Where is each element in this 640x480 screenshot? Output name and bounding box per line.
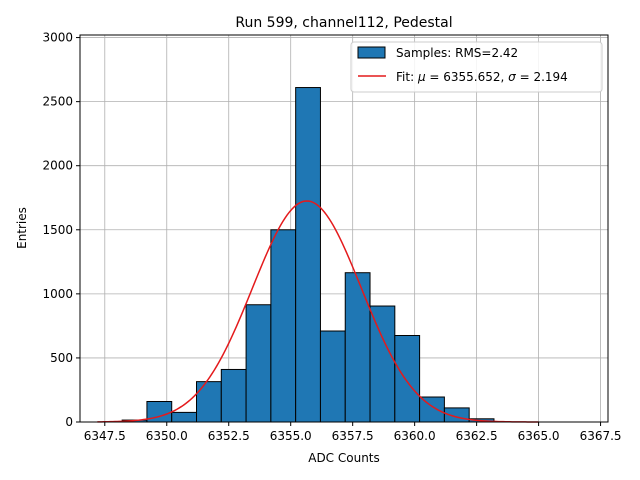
x-axis-label: ADC Counts (308, 451, 380, 465)
histogram-bar-11 (394, 335, 421, 423)
histogram-bar-4 (220, 368, 247, 423)
x-tick-label-0: 6347.5 (84, 429, 126, 443)
plot-frame (79, 34, 609, 423)
histogram-bar-6 (270, 229, 297, 423)
chart-title: Run 599, channel112, Pedestal (235, 15, 452, 31)
y-tick-label-6: 3000 (42, 31, 73, 45)
legend: Samples: RMS=2.42 Fit: μ = 6355.652, σ =… (350, 41, 603, 93)
legend-box (350, 41, 603, 93)
x-tick-label-3: 6355.0 (270, 429, 312, 443)
legend-fit-sigma-symbol: σ (508, 70, 516, 84)
x-tick-label-6: 6362.5 (456, 429, 498, 443)
histogram-bars (121, 87, 495, 423)
fit-curve (97, 200, 539, 423)
y-axis-label: Entries (15, 207, 29, 249)
histogram-bar-12 (419, 396, 445, 423)
x-tick-label-2: 6352.5 (208, 429, 250, 443)
legend-samples-swatch (357, 46, 386, 59)
legend-fit-label: Fit: μ = 6355.652, σ = 2.194 (396, 70, 568, 84)
histogram-bar-5 (245, 304, 272, 423)
x-tick-label-7: 6365.0 (518, 429, 560, 443)
y-axis-ticks: 0 500 1000 1500 2000 2500 3000 (42, 31, 80, 429)
histogram-bar-7 (295, 87, 321, 423)
x-axis-ticks: 6347.5 6350.0 6352.5 6355.0 6357.5 6360.0 6362… (84, 422, 622, 443)
y-tick-label-5: 2500 (42, 95, 73, 109)
x-tick-label-5: 6360.0 (394, 429, 436, 443)
histogram-bar-2 (171, 411, 198, 423)
y-tick-label-1: 500 (50, 351, 73, 365)
y-tick-label-4: 2000 (42, 159, 73, 173)
x-tick-label-4: 6357.5 (332, 429, 374, 443)
histogram-bar-10 (369, 305, 396, 423)
y-tick-label-3: 1500 (42, 223, 73, 237)
x-tick-label-8: 6367.5 (580, 429, 622, 443)
legend-fit-prefix: Fit: (396, 70, 418, 84)
legend-samples-label: Samples: RMS=2.42 (396, 46, 518, 60)
x-tick-label-1: 6350.0 (146, 429, 188, 443)
y-tick-label-0: 0 (65, 415, 73, 429)
legend-fit-mu-value: = 6355.652, (426, 70, 509, 84)
legend-fit-sigma-value: = 2.194 (516, 70, 568, 84)
grid (80, 35, 608, 423)
histogram-bar-8 (319, 330, 346, 423)
y-tick-label-2: 1000 (42, 287, 73, 301)
histogram-bar-3 (196, 381, 222, 423)
legend-fit-mu-symbol: μ (417, 70, 426, 84)
histogram-bar-9 (344, 272, 371, 423)
